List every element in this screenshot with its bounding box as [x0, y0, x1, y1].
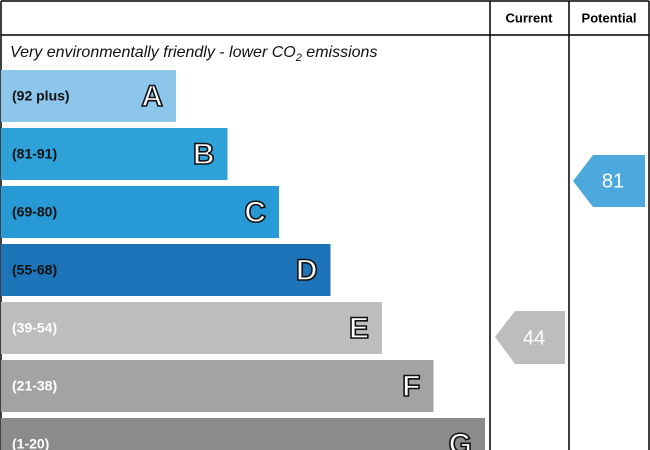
band-letter: G	[449, 428, 472, 450]
top-label-text: Very environmentally friendly - lower CO	[10, 44, 296, 61]
top-label: Very environmentally friendly - lower CO…	[10, 44, 377, 64]
potential-header: Potential	[582, 10, 637, 25]
band-bar	[1, 70, 176, 122]
band-letter: F	[402, 370, 420, 403]
top-label-subscript: 2	[295, 52, 302, 64]
band-range: (39-54)	[12, 320, 57, 336]
band-bar	[1, 418, 485, 450]
band-letter: B	[193, 138, 215, 171]
band-range: (55-68)	[12, 262, 57, 278]
band-letter: E	[349, 312, 369, 345]
potential-value: 81	[602, 170, 624, 192]
top-label-tail: emissions	[302, 44, 378, 61]
band-range: (69-80)	[12, 204, 57, 220]
band-bar	[1, 302, 382, 354]
band-bar	[1, 244, 331, 296]
current-value: 44	[523, 327, 545, 349]
band-bar	[1, 128, 228, 180]
band-bar	[1, 360, 434, 412]
potential-arrow	[573, 155, 645, 207]
band-bar	[1, 186, 279, 238]
band-range: (81-91)	[12, 146, 57, 162]
band-range: (1-20)	[12, 436, 49, 450]
band-letter: D	[296, 254, 318, 287]
current-header: Current	[506, 10, 554, 25]
band-range: (21-38)	[12, 378, 57, 394]
band-range: (92 plus)	[12, 88, 70, 104]
bands: (92 plus) A (81-91) B (69-80) C (55-68) D (39-54…	[1, 70, 485, 450]
band-letter: A	[141, 80, 163, 113]
band-letter: C	[244, 196, 266, 229]
current-arrow	[495, 311, 565, 364]
